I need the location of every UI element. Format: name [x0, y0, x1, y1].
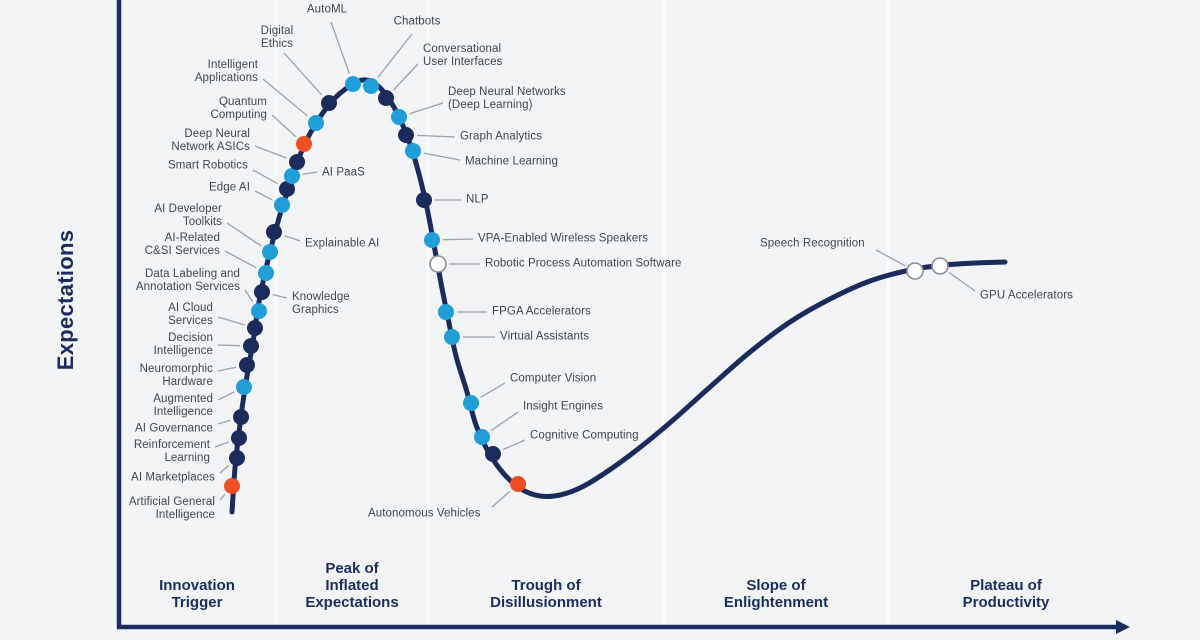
- data-point: [243, 338, 259, 354]
- leader-line: [262, 78, 308, 117]
- data-point: [416, 192, 432, 208]
- leader-line: [491, 490, 511, 508]
- leader-line: [217, 344, 241, 347]
- data-point: [231, 430, 247, 446]
- data-point: [345, 76, 361, 92]
- leader-line: [875, 249, 906, 267]
- data-point: [391, 109, 407, 125]
- leader-line: [219, 493, 226, 501]
- phase-separators: [274, 0, 890, 627]
- leader-line: [416, 134, 456, 138]
- data-point: [262, 244, 278, 260]
- leader-line: [254, 145, 287, 159]
- data-point: [321, 95, 337, 111]
- leader-line: [409, 102, 444, 115]
- data-point: [224, 478, 240, 494]
- phase-separator: [662, 0, 666, 627]
- leader-line: [490, 411, 519, 432]
- leader-line: [244, 289, 254, 303]
- leader-line: [217, 366, 237, 372]
- hype-curve: [229, 77, 1008, 515]
- data-point: [239, 357, 255, 373]
- leader-line: [217, 316, 245, 326]
- data-point: [363, 78, 379, 94]
- leader-line: [224, 250, 257, 269]
- leader-line: [254, 190, 273, 201]
- leader-line: [219, 464, 230, 474]
- data-points: [224, 76, 949, 494]
- leader-line: [330, 21, 350, 74]
- data-point: [485, 446, 501, 462]
- data-point: [424, 232, 440, 248]
- data-point: [906, 262, 924, 280]
- data-point: [444, 329, 460, 345]
- data-point: [247, 320, 263, 336]
- leader-line: [252, 169, 278, 185]
- data-point: [405, 143, 421, 159]
- data-point: [438, 304, 454, 320]
- leader-line: [217, 419, 231, 425]
- data-point: [289, 154, 305, 170]
- data-point: [308, 115, 324, 131]
- leader-line: [284, 234, 301, 242]
- data-point: [233, 409, 249, 425]
- data-point: [266, 224, 282, 240]
- leader-line: [272, 293, 288, 299]
- data-point: [254, 284, 270, 300]
- leader-line: [423, 152, 461, 161]
- data-point: [931, 257, 949, 275]
- leader-line: [217, 391, 235, 401]
- data-point: [296, 136, 312, 152]
- leader-line: [480, 382, 506, 398]
- leader-lines: [214, 21, 976, 508]
- leader-line: [948, 271, 976, 292]
- leader-line: [226, 222, 262, 247]
- data-point: [510, 476, 526, 492]
- phase-separator: [426, 0, 430, 627]
- data-point: [279, 181, 295, 197]
- phase-separator: [886, 0, 890, 627]
- leader-line: [302, 171, 318, 175]
- leader-line: [377, 33, 413, 78]
- leader-line: [214, 441, 229, 448]
- leader-line: [393, 63, 419, 91]
- data-point: [429, 255, 447, 273]
- data-point: [274, 197, 290, 213]
- leader-line: [442, 238, 474, 241]
- x-axis-arrowhead: [1116, 620, 1130, 634]
- data-point: [251, 303, 267, 319]
- leader-line: [283, 52, 323, 96]
- phase-separator: [274, 0, 278, 627]
- leader-line: [502, 439, 526, 451]
- hype-curve-path: [229, 77, 1008, 515]
- axes: [116, 0, 1130, 634]
- data-point: [229, 450, 245, 466]
- data-point: [258, 265, 274, 281]
- data-point: [378, 90, 394, 106]
- data-point: [236, 379, 252, 395]
- leader-line: [271, 114, 297, 138]
- data-point: [474, 429, 490, 445]
- data-point: [398, 127, 414, 143]
- data-point: [463, 395, 479, 411]
- data-point: [284, 168, 300, 184]
